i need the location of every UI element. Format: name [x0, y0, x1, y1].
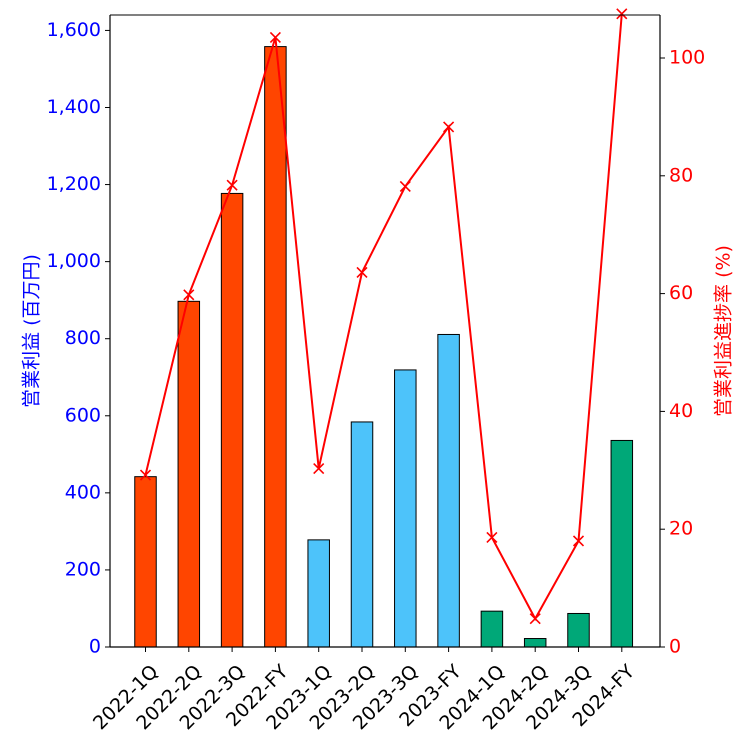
y-tick-left-label: 1,000 [47, 250, 101, 272]
bar-2023-3Q [394, 369, 417, 648]
progress-marker-2024-3Q [572, 535, 585, 547]
progress-marker-2024-1Q [486, 531, 498, 544]
bar-2023-1Q [307, 539, 330, 648]
bar-2024-2Q [523, 638, 547, 648]
bar-2022-2Q [177, 300, 201, 648]
y-tick-left-label: 200 [65, 558, 101, 580]
bars-layer [134, 46, 634, 648]
bar-2022-FY [264, 46, 287, 648]
y-tick-left-label: 1,400 [47, 96, 101, 118]
y-tick-left-label: 800 [65, 327, 101, 349]
progress-marker-2022-FY [269, 31, 281, 43]
y-tick-left-label: 0 [89, 636, 101, 658]
y-axis-right-label: 営業利益進捗率 (%) [713, 245, 735, 417]
bar-2023-2Q [350, 421, 374, 648]
y-tick-right-label: 100 [669, 46, 705, 68]
progress-marker-2024-FY [616, 8, 628, 20]
progress-marker-2022-1Q [139, 469, 152, 481]
y-tick-left-label: 400 [65, 481, 101, 503]
progress-marker-2023-2Q [356, 266, 368, 278]
bar-2024-FY [610, 439, 634, 648]
y-tick-right-label: 0 [669, 636, 681, 658]
progress-line [144, 13, 623, 621]
bar-2022-1Q [134, 476, 157, 648]
progress-marker-2022-2Q [183, 289, 195, 301]
progress-marker-2023-1Q [313, 462, 325, 475]
y-tick-right-label: 60 [669, 282, 693, 304]
y-tick-left-label: 1,200 [47, 173, 101, 195]
bar-2024-3Q [567, 612, 590, 648]
bar-2024-1Q [480, 610, 504, 648]
progress-marker-2022-3Q [226, 179, 238, 191]
y-tick-right-label: 80 [669, 164, 693, 186]
progress-marker-2024-2Q [529, 613, 541, 625]
y-axis-left-label: 営業利益 (百万円) [21, 254, 43, 408]
y-tick-left-label: 1,600 [47, 19, 101, 41]
y-tick-right-label: 20 [669, 518, 693, 540]
bar-2023-FY [437, 333, 460, 648]
line-layer [139, 8, 628, 625]
bar-2022-3Q [220, 192, 244, 648]
progress-marker-2023-FY [443, 121, 455, 133]
y-tick-left-label: 600 [65, 404, 101, 426]
y-tick-right-label: 40 [669, 400, 693, 422]
progress-marker-2023-3Q [399, 180, 411, 192]
